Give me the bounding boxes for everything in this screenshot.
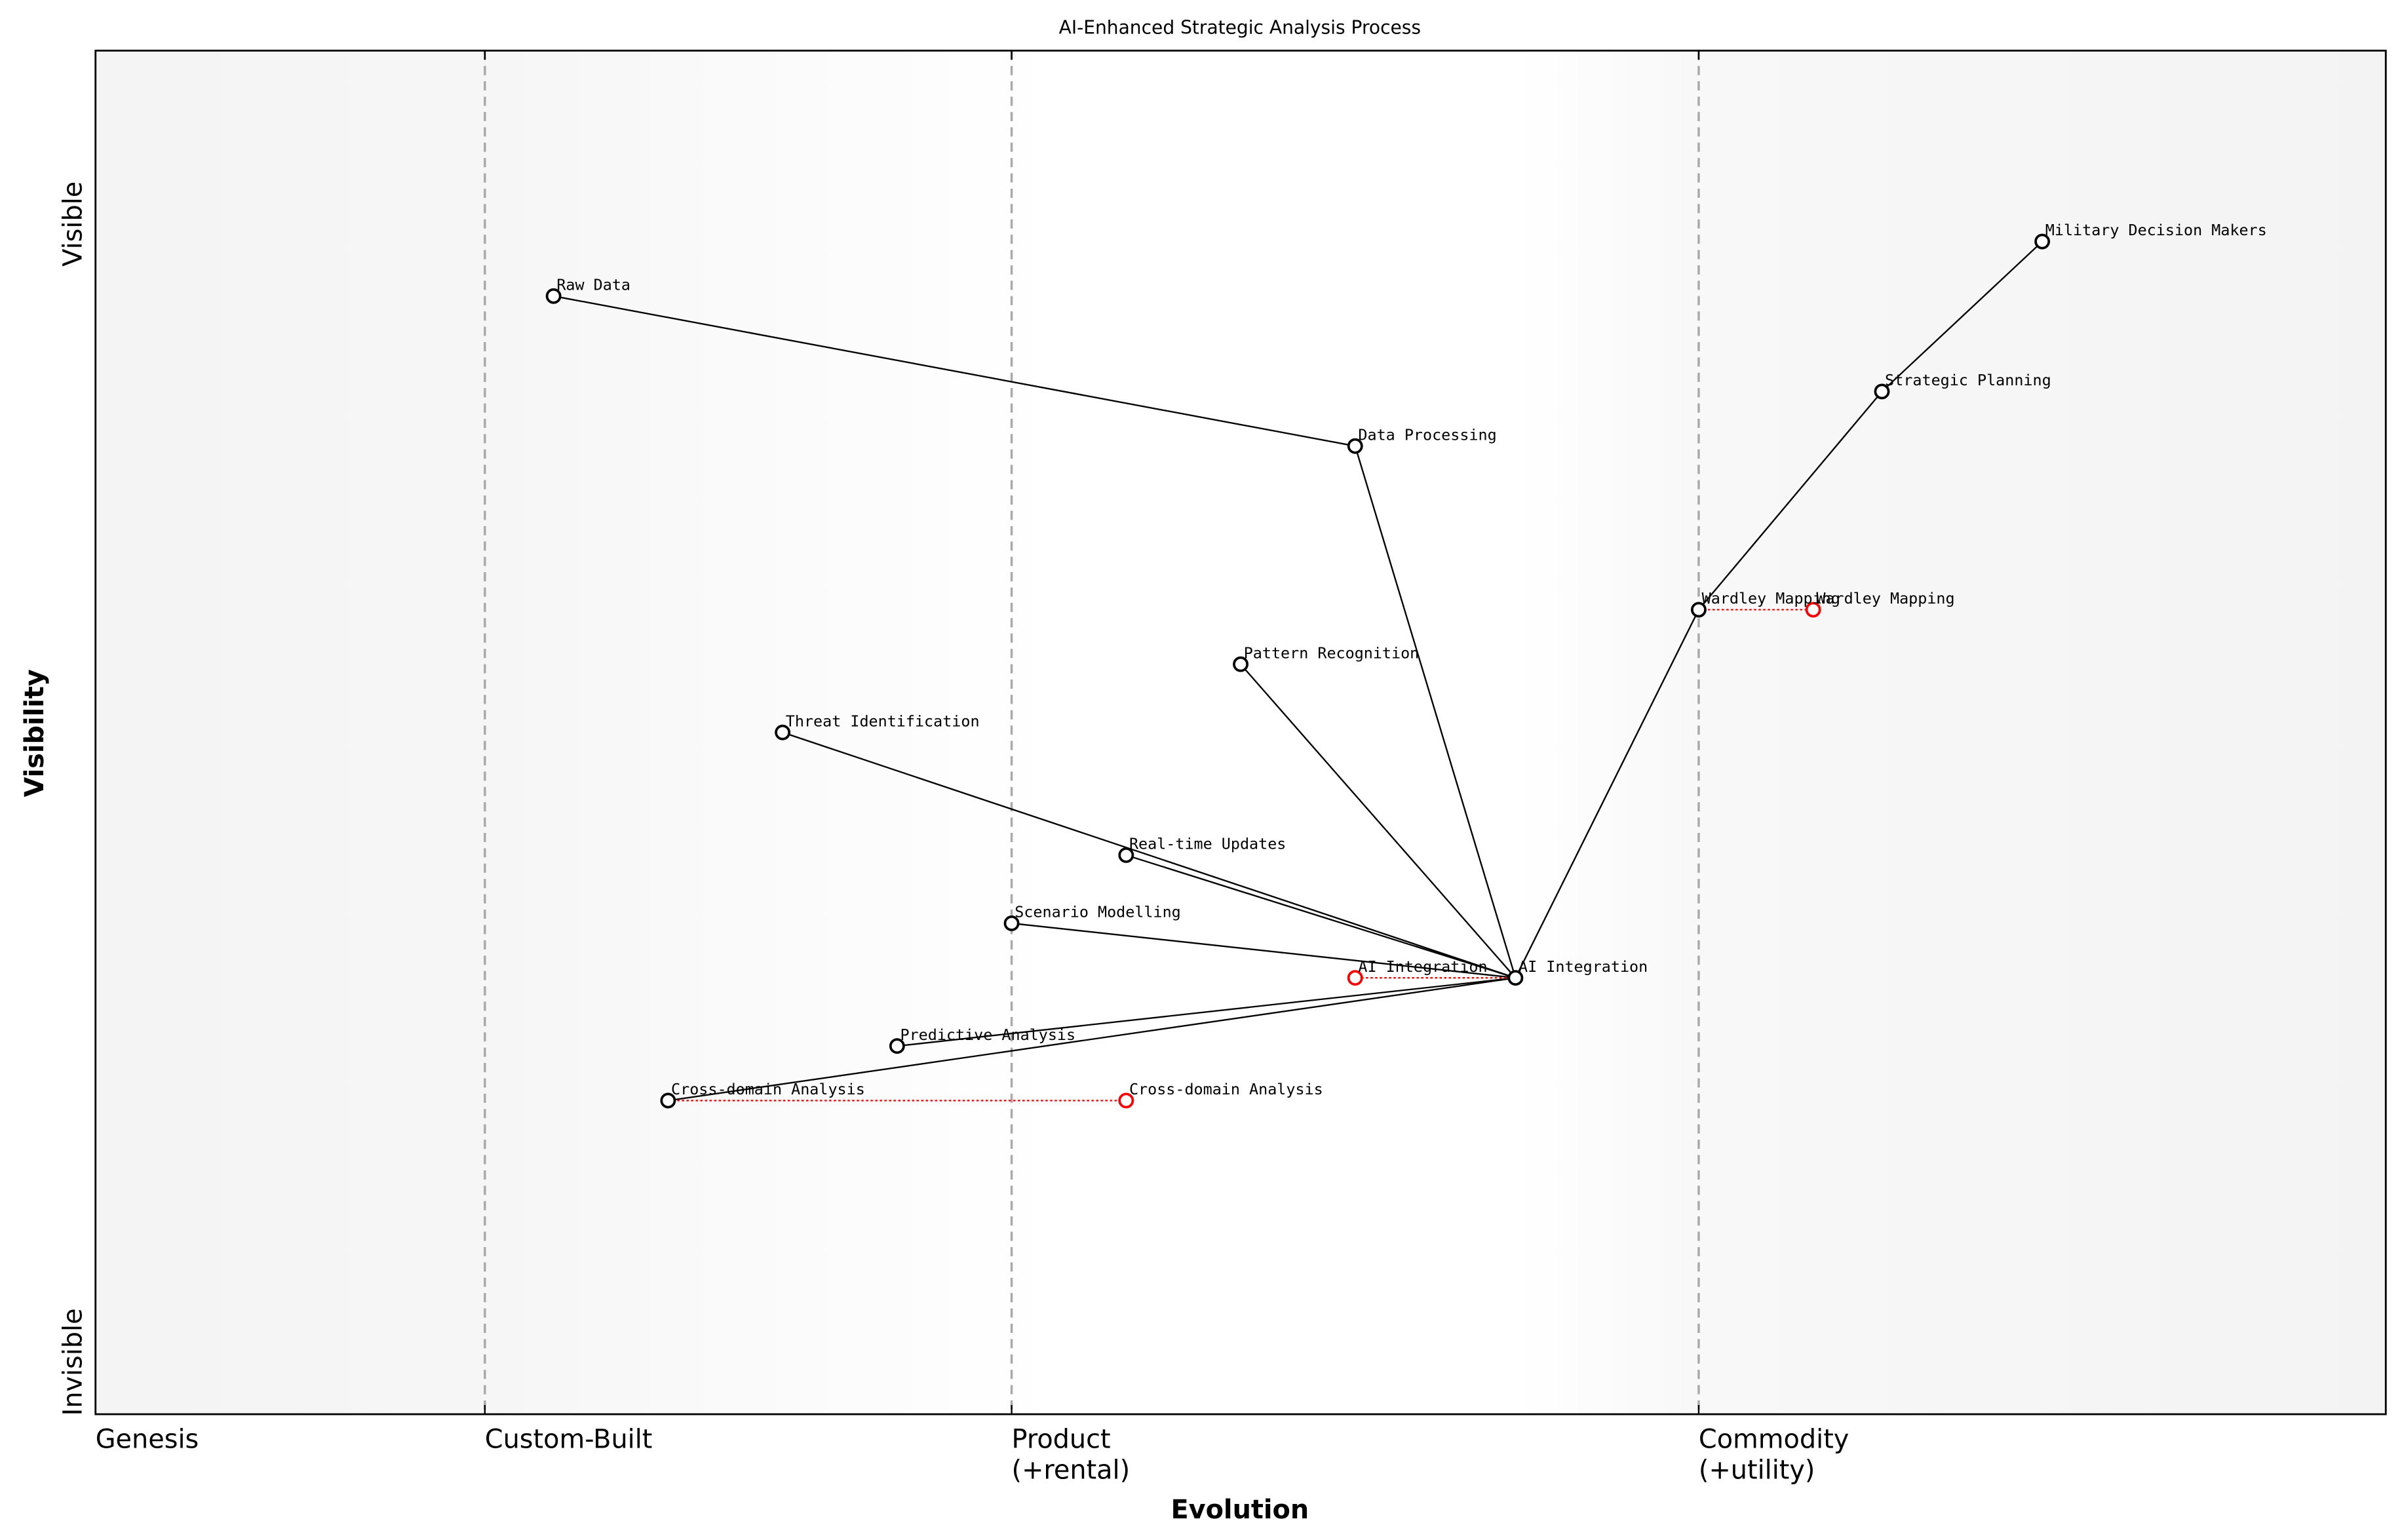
link-mdm-sp [1881,241,2043,393]
component-marker [1347,438,1363,454]
evolved-component-label: Wardley Mapping [1816,589,1954,607]
link-ti-ai [782,731,1516,979]
y-label-visible: Visible [58,182,88,267]
component-label: Data Processing [1358,425,1496,444]
stage-label-line: (+utility) [1699,1455,1815,1485]
component-label: Strategic Planning [1885,371,2051,389]
component-label: Pattern Recognition [1244,644,1420,662]
component-marker [1691,602,1707,618]
evolved-component-marker [1805,602,1821,618]
link-cd-ai [668,977,1516,1102]
link-sm-ai [1011,922,1516,979]
link-ru-ai [1125,854,1516,979]
stage-label-0: Genesis [96,1425,199,1455]
evolved-component-label: AI Integration [1358,957,1487,976]
link-pa-ai [897,977,1516,1047]
component-label: Cross-domain Analysis [671,1080,865,1098]
stage-label-line: Genesis [96,1425,199,1455]
component-label: Military Decision Makers [2045,221,2267,239]
stage-label-line: Commodity [1699,1425,1849,1455]
y-axis-label: Visibility [20,669,50,797]
component-label: Predictive Analysis [900,1026,1076,1044]
component-label: AI Integration [1519,957,1648,976]
component-marker [545,288,562,304]
stage-label-line: Custom-Built [485,1425,653,1455]
x-axis-label: Evolution [1171,1495,1309,1525]
component-marker [775,724,791,741]
link-wm-ai [1515,609,1699,978]
component-label: Real-time Updates [1129,835,1286,853]
component-marker [1118,847,1134,863]
evolved-component-marker [1347,970,1363,986]
component-marker [660,1092,676,1109]
stage-label-line: Product [1012,1425,1111,1455]
link-sp-wm [1698,391,1883,611]
link-rd-dp [553,295,1355,447]
evolved-component-marker [1118,1092,1134,1109]
link-dp-ai [1354,446,1517,978]
component-marker [1233,656,1248,672]
component-marker [889,1038,905,1054]
stage-label-2: Product (+rental) [1012,1425,1131,1486]
component-label: Threat Identification [786,712,980,730]
stage-label-3: Commodity (+utility) [1699,1425,1849,1486]
component-label: Wardley Mapping [1702,589,1840,607]
link-pr-ai [1240,663,1517,978]
component-marker [2034,233,2051,250]
chart-title: AI-Enhanced Strategic Analysis Process [1059,16,1421,38]
component-label: Raw Data [556,275,630,294]
component-marker [1507,970,1524,986]
evolved-component-label: Cross-domain Analysis [1129,1080,1323,1098]
stage-label-1: Custom-Built [485,1425,653,1455]
plot-background [95,50,2386,1415]
y-label-invisible: Invisible [58,1308,88,1415]
component-marker [1003,915,1020,931]
component-marker [1874,383,1890,400]
component-label: Scenario Modelling [1015,903,1180,921]
stage-label-line: (+rental) [1012,1455,1131,1485]
plot-frame [94,49,2387,1415]
